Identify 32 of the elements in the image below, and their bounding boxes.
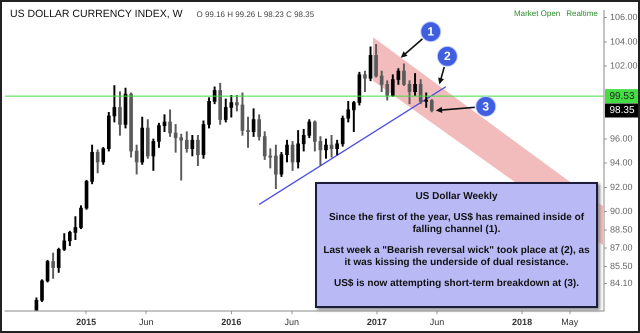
annotation: Since the first of the year, US$ has remained inside of falling channel (1).	[328, 212, 586, 236]
y-tick-label: 96.00	[610, 133, 633, 144]
chart-title: US DOLLAR CURRENCY INDEX, W	[10, 8, 183, 20]
y-tick-label: 88.50	[610, 224, 633, 234]
y-tick-label: 94.00	[610, 158, 633, 168]
annotation: 3	[482, 99, 490, 114]
y-tick-label: 90.00	[610, 206, 633, 216]
y-tick-label: 87.00	[610, 242, 633, 253]
x-tick-label: 2017	[366, 317, 387, 328]
chart-subtitle: O 99.16 H 99.26 L 98.23 C 98.35	[196, 10, 314, 19]
annotation: Realtime	[566, 9, 598, 18]
annotation: Market Open	[514, 9, 560, 18]
x-tick-label: Jun	[430, 317, 444, 328]
y-tick-label: 85.50	[610, 260, 633, 271]
annotation: 2	[444, 49, 451, 64]
x-tick-label: 2016	[221, 317, 242, 328]
annotation: 1	[427, 24, 434, 39]
x-tick-label: 2015	[76, 317, 96, 328]
annotation: Last week a "Bearish reversal wick" took place at (2), as it was kissing the underside of dual resistance.	[322, 244, 591, 270]
annotation: US$ is now attempting short-term breakdown at (3).	[332, 278, 580, 290]
y-tick-label: 106.00	[610, 12, 638, 22]
x-tick-label: 2018	[512, 317, 532, 328]
y-tick-label: 84.10	[610, 278, 633, 288]
ref-line-label: 99.53	[609, 90, 635, 102]
x-tick-label: Jun	[284, 317, 300, 328]
x-tick-label: May	[561, 317, 579, 328]
annotation: US Dollar Weekly	[414, 191, 499, 204]
x-tick-label: Jun	[138, 317, 154, 328]
y-tick-label: 104.00	[610, 36, 638, 46]
y-tick-label: 92.00	[610, 182, 633, 192]
y-tick-label: 102.00	[610, 60, 638, 71]
text: 98.35	[609, 105, 635, 116]
